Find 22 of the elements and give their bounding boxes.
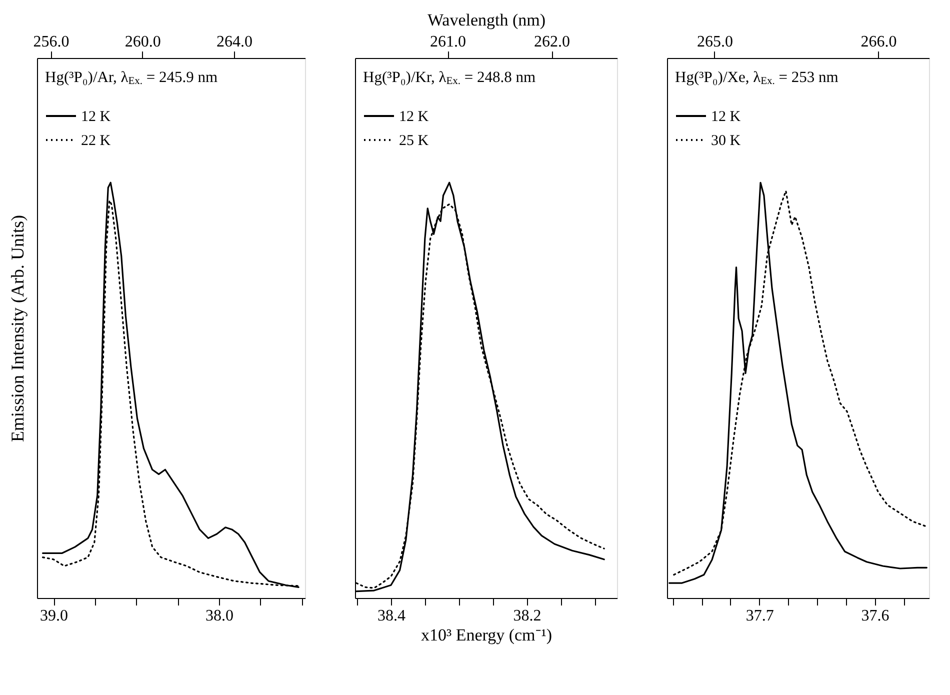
x2-axis-title: Wavelength (nm) <box>427 10 546 30</box>
x2-tick-label: 261.0 <box>430 34 466 50</box>
x2-tick-label: 260.0 <box>124 34 161 50</box>
legend-label: 12 K <box>81 109 111 125</box>
x2-tick-label: 262.0 <box>534 34 570 50</box>
x2-tick-label: 265.0 <box>696 34 733 50</box>
legend-label: 12 K <box>711 109 741 125</box>
legend-label: 12 K <box>399 109 429 125</box>
x-tick-label: 37.7 <box>746 608 774 624</box>
x-tick-label: 38.0 <box>205 608 234 624</box>
x-tick-label: 39.0 <box>40 608 68 624</box>
legend-label: 25 K <box>399 133 429 149</box>
x2-tick-label: 264.0 <box>216 34 252 50</box>
x-tick-label: 38.4 <box>377 608 406 624</box>
x2-tick-label: 266.0 <box>860 34 897 50</box>
legend-label: 30 K <box>711 133 741 149</box>
x2-tick-label: 256.0 <box>33 34 70 50</box>
x-axis-title: x10³ Energy (cm⁻¹) <box>420 626 552 644</box>
x-tick-label: 37.6 <box>861 608 890 624</box>
x-tick-label: 38.2 <box>513 608 542 624</box>
legend-label: 22 K <box>81 133 111 149</box>
y-axis-title: Emission Intensity (Arb. Units) <box>8 215 28 442</box>
